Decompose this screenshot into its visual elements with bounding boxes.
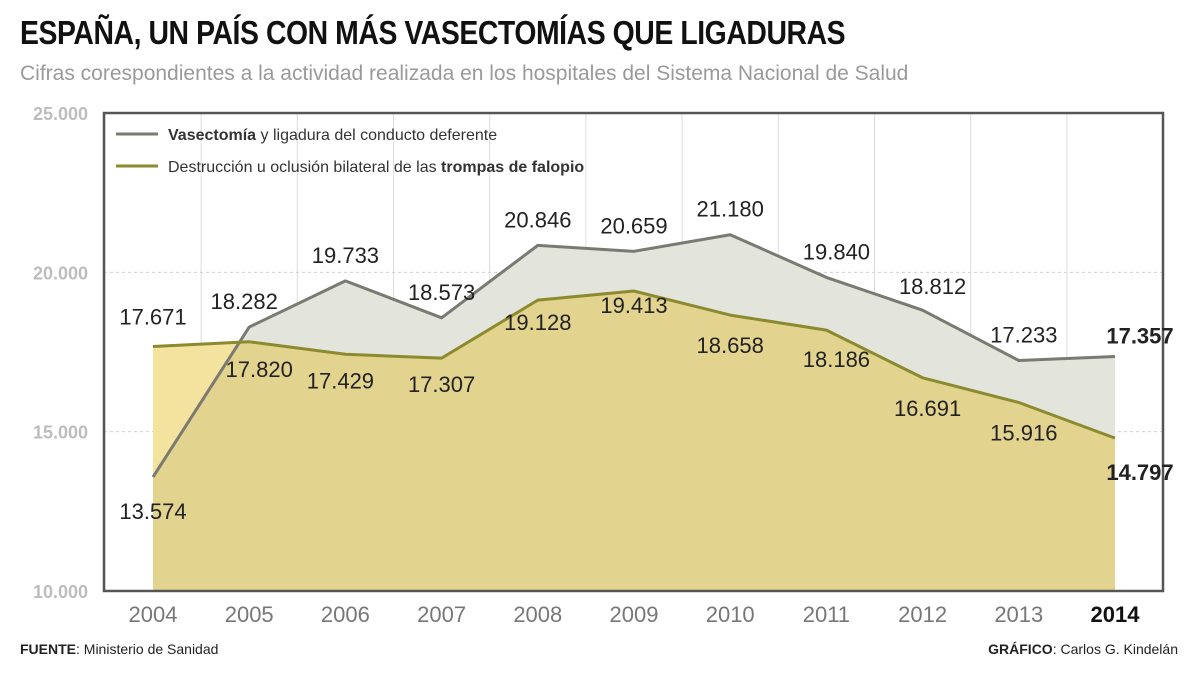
data-label-vasectomia: 18.282	[211, 289, 278, 314]
legend-label-trompas: Destrucción u oclusión bilateral de las …	[168, 159, 584, 176]
series-areas	[153, 234, 1115, 592]
legend-label-vasectomia: Vasectomía y ligadura del conducto defer…	[168, 127, 497, 144]
data-label-vasectomia: 17.233	[990, 323, 1057, 348]
data-label-vasectomia: 20.659	[600, 213, 667, 238]
chart-title: ESPAÑA, UN PAÍS CON MÁS VASECTOMÍAS QUE …	[20, 14, 846, 51]
x-tick-label: 2011	[803, 602, 850, 627]
source-text: : Ministerio de Sanidad	[76, 641, 219, 657]
x-axis-ticks: 2004 2005 2006 2007 2008 2009 2010 2011 2012 2013…	[129, 602, 1141, 627]
series-lines	[151, 233, 1116, 478]
source-note: FUENTE: Ministerio de Sanidad	[20, 641, 218, 657]
data-label-trompas: 16.691	[894, 396, 961, 421]
data-label-trompas: 17.671	[119, 305, 186, 330]
data-label-trompas: 19.128	[504, 310, 571, 335]
data-label-vasectomia: 19.840	[803, 239, 870, 264]
data-label-trompas: 19.413	[600, 293, 667, 318]
y-axis-ticks: 10.000 15.000 20.000 25.000	[33, 104, 88, 602]
credit-text: : Carlos G. Kindelán	[1052, 641, 1178, 657]
y-tick-label: 20.000	[33, 263, 88, 283]
data-label-trompas: 15.916	[990, 420, 1057, 445]
data-label-trompas: 18.186	[803, 347, 870, 372]
data-label-trompas: 14.797	[1106, 460, 1173, 485]
data-label-vasectomia: 20.846	[504, 207, 571, 232]
legend: Vasectomía y ligadura del conducto defer…	[116, 127, 584, 176]
credit-note: GRÁFICO: Carlos G. Kindelán	[988, 641, 1178, 657]
data-label-trompas: 17.429	[307, 368, 374, 393]
line-trompas	[152, 289, 1116, 440]
data-label-vasectomia: 18.573	[408, 280, 475, 305]
y-tick-label: 25.000	[33, 104, 88, 124]
x-tick-label: 2007	[417, 602, 466, 627]
source-label: FUENTE	[20, 641, 76, 657]
data-label-trompas: 17.307	[408, 372, 475, 397]
x-tick-label: 2014	[1091, 602, 1141, 627]
credit-label: GRÁFICO	[988, 641, 1053, 657]
x-tick-label: 2004	[129, 602, 178, 627]
data-labels: 13.574 18.282 19.733 18.573 20.846 20.659 21.1…	[119, 197, 1173, 524]
chart-subtitle: Cifras corespondientes a la actividad re…	[20, 62, 909, 85]
data-label-trompas: 18.658	[697, 333, 764, 358]
data-label-vasectomia: 21.180	[697, 197, 764, 222]
plot-frame	[102, 111, 1165, 593]
data-label-vasectomia: 18.812	[899, 274, 966, 299]
x-tick-label: 2006	[321, 602, 370, 627]
data-label-vasectomia: 13.574	[119, 499, 186, 524]
x-tick-label: 2010	[706, 602, 755, 627]
x-tick-label: 2009	[610, 602, 659, 627]
x-tick-label: 2013	[994, 602, 1043, 627]
line-vasectomia	[151, 233, 1116, 478]
y-tick-label: 15.000	[33, 423, 88, 443]
data-label-vasectomia: 17.357	[1106, 324, 1173, 349]
x-tick-label: 2008	[513, 602, 562, 627]
x-tick-label: 2012	[898, 602, 947, 627]
x-tick-label: 2005	[225, 602, 274, 627]
y-tick-label: 10.000	[33, 582, 88, 602]
data-label-vasectomia: 19.733	[312, 243, 379, 268]
area-trompas	[153, 291, 1115, 591]
data-label-trompas: 17.820	[226, 357, 293, 382]
